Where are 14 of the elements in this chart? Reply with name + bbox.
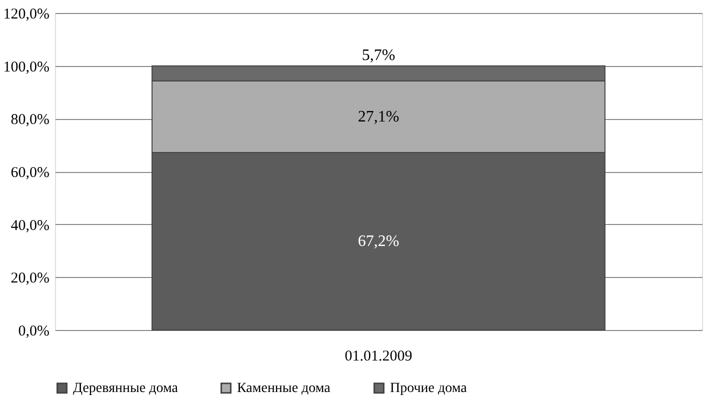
y-tick-label: 80,0% (10, 112, 50, 128)
data-label: 67,2% (358, 233, 400, 250)
legend-label: Прочие дома (390, 381, 468, 396)
y-tick-label: 0,0% (18, 324, 50, 340)
x-tick-label: 01.01.2009 (344, 348, 412, 364)
legend-label: Каменные дома (237, 381, 332, 396)
data-label: 27,1% (358, 108, 400, 126)
y-tick-label: 40,0% (10, 218, 50, 234)
data-label: 5,7% (362, 46, 396, 64)
legend-label: Деревянные дома (73, 381, 179, 396)
y-tick-label: 100,0% (3, 59, 50, 76)
y-tick-label: 20,0% (10, 270, 50, 287)
y-tick-label: 120,0% (3, 6, 50, 22)
y-tick-label: 60,0% (10, 165, 50, 181)
